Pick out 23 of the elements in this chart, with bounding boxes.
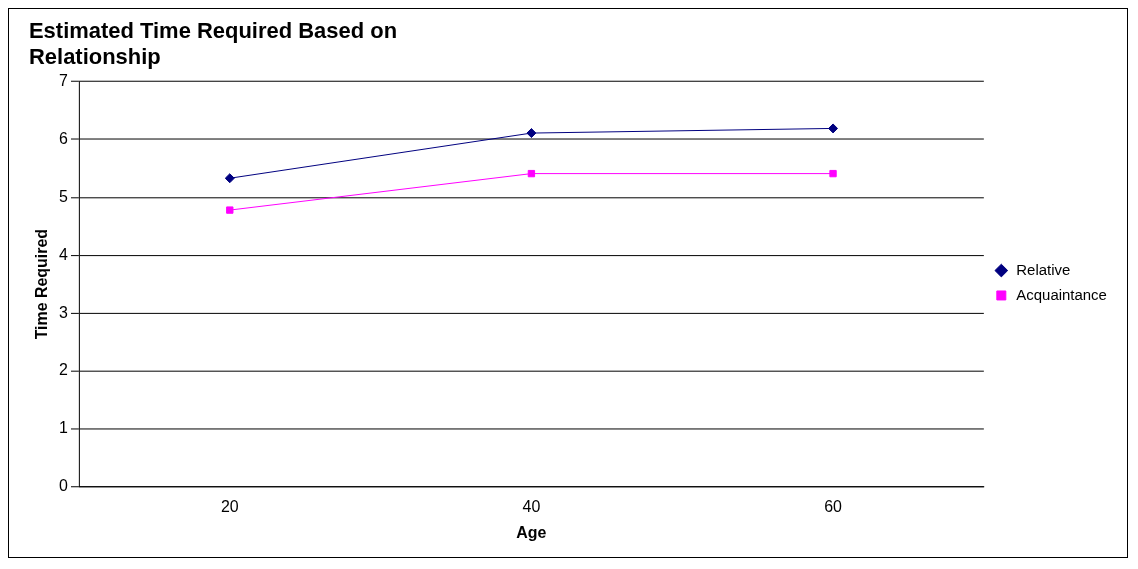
y-tick-label: 4 xyxy=(59,245,69,263)
point xyxy=(226,206,234,214)
y-tick-label: 3 xyxy=(59,303,69,321)
point xyxy=(527,169,536,178)
legend-label: Acquaintance xyxy=(1016,285,1107,303)
y-axis-title: Time Required xyxy=(32,229,50,340)
x-tick-label: 20 xyxy=(220,497,239,515)
point xyxy=(224,173,235,184)
x-tick-label: 40 xyxy=(522,497,541,515)
point xyxy=(829,169,837,178)
y-tick-label: 0 xyxy=(59,477,69,495)
text: Relationship xyxy=(28,44,161,70)
legend-label: Relative xyxy=(1016,260,1071,278)
y-tick-label: 6 xyxy=(59,129,69,147)
x-axis-title: Age xyxy=(516,523,547,541)
x-tick-label: 60 xyxy=(824,497,843,515)
y-tick-label: 7 xyxy=(59,71,69,89)
y-tick-label: 5 xyxy=(59,187,69,205)
text: Estimated Time Required Based on xyxy=(28,18,398,44)
point xyxy=(828,123,839,134)
point xyxy=(526,128,537,139)
y-tick-label: 1 xyxy=(59,419,69,437)
y-tick-label: 2 xyxy=(59,361,69,379)
